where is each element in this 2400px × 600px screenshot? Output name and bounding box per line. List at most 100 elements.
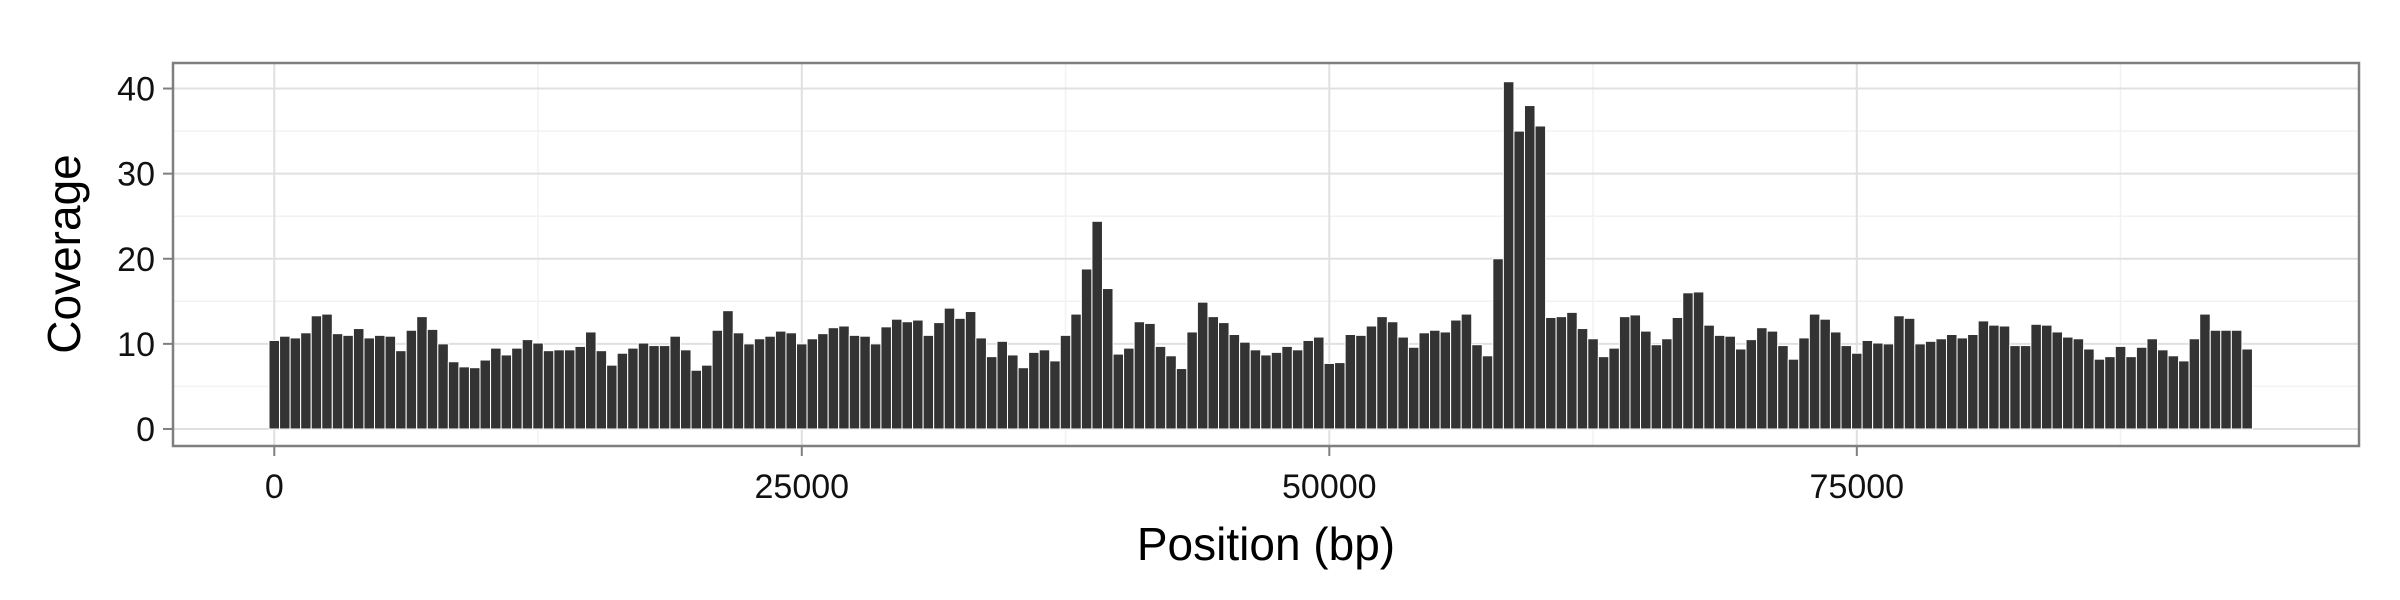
coverage-bar <box>1481 355 1494 430</box>
coverage-bar <box>1808 313 1821 430</box>
coverage-bar <box>880 326 892 430</box>
coverage-bar <box>658 345 671 430</box>
coverage-bar <box>352 328 365 430</box>
coverage-bar <box>1640 330 1652 430</box>
coverage-bar <box>806 338 819 430</box>
coverage-bar <box>890 318 903 430</box>
coverage-bar <box>2135 346 2148 430</box>
coverage-bar <box>1165 355 1177 430</box>
coverage-bar <box>2062 336 2074 430</box>
coverage-bar <box>1903 317 1916 430</box>
coverage-bar <box>1450 319 1462 430</box>
coverage-bar <box>1460 313 1473 430</box>
coverage-bar <box>2083 348 2095 430</box>
coverage-bar <box>985 356 998 430</box>
coverage-bar <box>690 369 703 430</box>
coverage-bar <box>1376 316 1388 430</box>
coverage-bar <box>1967 334 1979 430</box>
coverage-bar <box>468 367 481 430</box>
coverage-bar <box>1555 316 1568 430</box>
coverage-bar <box>701 364 713 430</box>
coverage-bar <box>1365 325 1378 430</box>
coverage-bar <box>1439 331 1452 430</box>
coverage-bar <box>669 335 681 430</box>
coverage-bar <box>1882 343 1895 430</box>
coverage-bar <box>2178 360 2190 430</box>
coverage-bar <box>817 333 829 430</box>
coverage-bar <box>1513 130 1525 430</box>
coverage-bar <box>838 325 850 430</box>
coverage-bar <box>1080 268 1093 430</box>
coverage-bar <box>500 354 513 430</box>
coverage-bar <box>679 349 692 430</box>
coverage-bar <box>1154 345 1167 430</box>
coverage-bar <box>1418 332 1431 430</box>
coverage-bar <box>1112 353 1125 430</box>
coverage-bar <box>606 364 618 430</box>
coverage-bar <box>363 337 376 430</box>
coverage-bar <box>490 347 502 430</box>
coverage-bar <box>1133 321 1146 430</box>
coverage-bar <box>827 327 840 430</box>
coverage-bar <box>1228 334 1241 430</box>
coverage-bar <box>447 361 460 430</box>
coverage-bar <box>922 334 935 430</box>
coverage-bar <box>2030 323 2042 430</box>
coverage-bar <box>289 337 302 430</box>
coverage-bar <box>1998 325 2011 430</box>
coverage-bar <box>1218 322 1230 430</box>
coverage-bar <box>764 335 776 430</box>
x-tick-label: 25000 <box>755 468 850 506</box>
coverage-bar <box>1355 334 1367 430</box>
coverage-bar <box>268 339 281 430</box>
coverage-bar <box>1407 346 1420 430</box>
coverage-bar <box>1492 258 1504 430</box>
coverage-bar <box>1935 338 1947 430</box>
coverage-bar <box>2209 329 2222 430</box>
coverage-bar <box>321 313 333 430</box>
coverage-bar <box>2114 345 2127 430</box>
coverage-bar <box>1144 322 1156 430</box>
coverage-bar <box>1007 354 1019 430</box>
y-tick-label: 10 <box>117 326 155 364</box>
coverage-bar <box>1059 334 1072 430</box>
coverage-bar <box>1608 347 1620 430</box>
plot-panel-border <box>171 61 2361 448</box>
coverage-bar <box>1534 125 1547 430</box>
coverage-bar <box>648 345 660 430</box>
y-tick-label: 20 <box>117 241 155 279</box>
coverage-bar <box>1196 301 1209 430</box>
coverage-bar <box>2104 356 2116 430</box>
coverage-bar <box>1239 341 1251 430</box>
coverage-bar <box>1545 316 1557 430</box>
coverage-bar <box>774 330 787 430</box>
coverage-bar <box>1988 324 2000 430</box>
bars <box>268 81 2253 430</box>
coverage-bar <box>395 350 407 430</box>
coverage-bar <box>975 337 987 430</box>
coverage-bar <box>964 311 977 430</box>
coverage-bar <box>437 343 449 430</box>
coverage-bar <box>1861 339 1874 430</box>
coverage-bar <box>1270 351 1283 430</box>
coverage-bar <box>2230 329 2243 430</box>
coverage-bar <box>2146 338 2158 430</box>
coverage-bar <box>553 349 565 430</box>
coverage-bar <box>1692 291 1705 430</box>
coverage-bar <box>1924 340 1937 430</box>
coverage-bar <box>711 329 724 430</box>
coverage-bar <box>859 335 871 430</box>
coverage-bar <box>1471 344 1483 430</box>
coverage-bar <box>1945 334 1958 430</box>
coverage-bar <box>511 347 523 430</box>
coverage-bar <box>1629 314 1642 430</box>
y-axis-title: Coverage <box>38 154 90 353</box>
coverage-bar <box>637 342 650 430</box>
coverage-bar <box>1386 321 1399 430</box>
coverage-bar <box>1576 328 1589 430</box>
coverage-bar <box>943 307 956 430</box>
coverage-bar <box>1745 339 1758 430</box>
axis-ticks <box>163 87 1858 456</box>
coverage-bar <box>563 349 576 430</box>
